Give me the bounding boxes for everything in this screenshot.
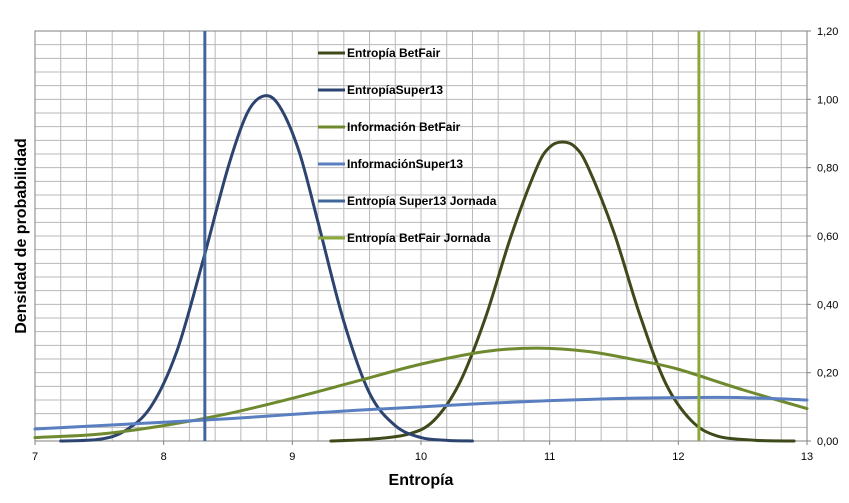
legend: Entropía BetFair EntropíaSuper13 Informaci… [318, 46, 497, 245]
legend-label: Información BetFair [347, 120, 461, 134]
legend-label: Entropía Super13 Jornada [347, 194, 497, 208]
x-tick-label: 13 [801, 451, 813, 463]
y-tick-label: 1,00 [817, 94, 838, 106]
y-tick-label: 0,60 [817, 231, 838, 243]
y-tick-label: 1,20 [817, 26, 838, 38]
legend-label: EntropíaSuper13 [347, 83, 443, 97]
x-axis-title: Entropía [389, 472, 454, 489]
x-tick-label: 11 [544, 451, 555, 463]
series-3-line [33, 346, 809, 440]
series-group [33, 31, 809, 443]
grid [34, 30, 808, 442]
legend-label: InformaciónSuper13 [347, 157, 463, 171]
series-2-line [59, 94, 474, 443]
series-1-line [329, 140, 796, 443]
x-tick-label: 9 [289, 451, 295, 463]
x-tick-label: 7 [32, 451, 38, 463]
y-tick-label: 0,20 [817, 368, 838, 380]
x-tick-label: 10 [415, 451, 427, 463]
y-axis-title: Densidad de probabilidad [13, 138, 30, 334]
legend-label: Entropía BetFair Jornada [347, 231, 491, 245]
series-4-line [33, 395, 809, 431]
legend-label: Entropía BetFair [347, 46, 441, 60]
y-tick-label: 0,80 [817, 163, 838, 175]
y-tick-label: 0,00 [817, 436, 838, 448]
tick-labels: 7 8 9 10 11 12 13 0,00 0,20 0,40 0,60 0,80 1,00 1,20 [32, 26, 838, 463]
x-tick-label: 8 [161, 451, 167, 463]
y-tick-label: 0,40 [817, 299, 838, 311]
x-tick-label: 12 [672, 451, 684, 463]
